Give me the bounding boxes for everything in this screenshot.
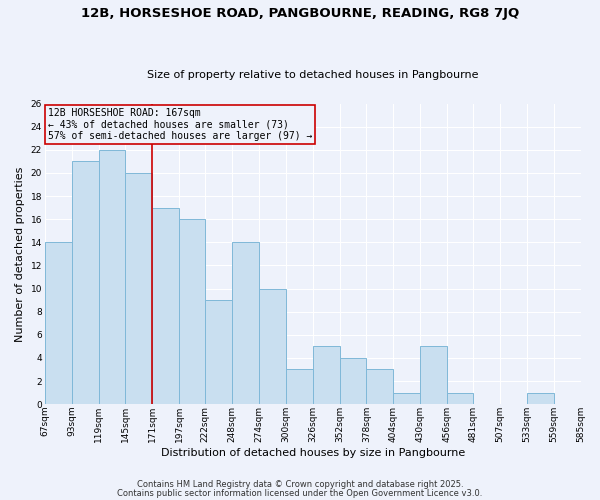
Text: Contains HM Land Registry data © Crown copyright and database right 2025.: Contains HM Land Registry data © Crown c… (137, 480, 463, 489)
Bar (125, 173, 152, 404)
X-axis label: Distribution of detached houses by size in Pangbourne: Distribution of detached houses by size … (161, 448, 465, 458)
Bar (259, 288, 286, 404)
Bar (179, 219, 205, 404)
Title: Size of property relative to detached houses in Pangbourne: Size of property relative to detached ho… (147, 70, 478, 81)
Bar (367, 370, 394, 404)
Bar (286, 370, 313, 404)
Text: Contains public sector information licensed under the Open Government Licence v3: Contains public sector information licen… (118, 489, 482, 498)
Bar (447, 392, 473, 404)
Bar (45, 242, 72, 404)
Bar (98, 150, 125, 404)
Text: 12B, HORSESHOE ROAD, PANGBOURNE, READING, RG8 7JQ: 12B, HORSESHOE ROAD, PANGBOURNE, READING… (81, 8, 519, 20)
Bar (527, 392, 554, 404)
Bar (72, 162, 98, 404)
Y-axis label: Number of detached properties: Number of detached properties (15, 166, 25, 342)
Bar (394, 392, 420, 404)
Bar (232, 242, 259, 404)
Text: 12B HORSESHOE ROAD: 167sqm
← 43% of detached houses are smaller (73)
57% of semi: 12B HORSESHOE ROAD: 167sqm ← 43% of deta… (47, 108, 312, 141)
Bar (420, 346, 447, 404)
Bar (152, 208, 179, 404)
Bar (340, 358, 367, 404)
Bar (205, 300, 232, 404)
Bar (313, 346, 340, 404)
